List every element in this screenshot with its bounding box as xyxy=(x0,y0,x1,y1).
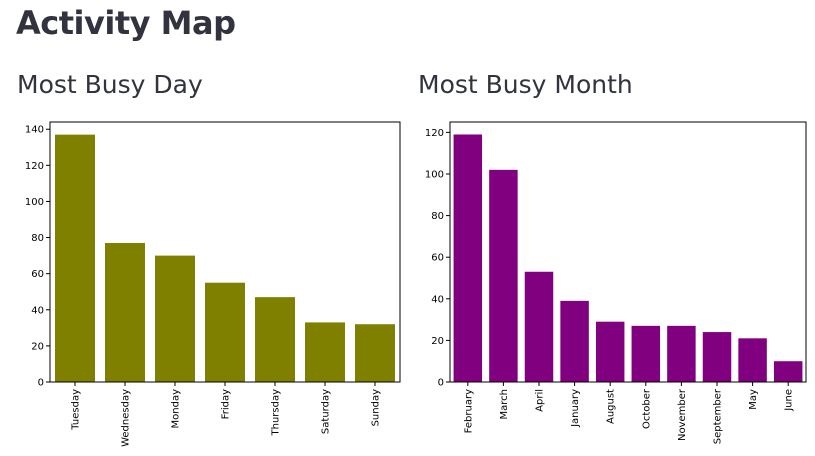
month-bar-november xyxy=(667,325,696,382)
month-x-tick-label: August xyxy=(606,389,617,424)
month-y-tick-label: 0 xyxy=(438,378,444,389)
month-x-tick-label: October xyxy=(641,388,652,429)
month-x-tick-label: June xyxy=(784,389,795,412)
month-bar-april xyxy=(524,271,554,382)
day-bar-sunday xyxy=(355,324,395,382)
busy-month-heading: Most Busy Month xyxy=(418,70,633,99)
day-x-tick-label: Wednesday xyxy=(121,389,132,447)
day-y-tick-label: 60 xyxy=(31,269,44,280)
month-x-tick-label: April xyxy=(535,389,546,412)
month-x-tick-label: March xyxy=(499,389,510,419)
busy-month-chart: 0 20 40 60 80 100 120 February March April January… xyxy=(425,121,807,444)
page-title: Activity Map xyxy=(16,4,236,42)
day-bar-wednesday xyxy=(105,242,145,382)
month-x-tick-label: January xyxy=(570,389,581,428)
busy-day-heading: Most Busy Day xyxy=(17,70,203,99)
month-bar-june xyxy=(773,361,803,382)
day-bar-friday xyxy=(205,282,245,382)
month-y-tick-label: 20 xyxy=(431,336,444,347)
day-x-tick-label: Sunday xyxy=(371,389,382,426)
month-x-tick-label: November xyxy=(677,388,688,441)
month-x-tick-label: September xyxy=(713,388,724,444)
day-x-tick-label: Friday xyxy=(221,389,232,419)
month-y-tick-label: 80 xyxy=(431,211,444,222)
day-x-tick-label: Saturday xyxy=(321,389,332,434)
day-x-tick-label: Tuesday xyxy=(71,389,82,431)
month-y-tick-label: 100 xyxy=(425,170,444,181)
month-y-tick-label: 40 xyxy=(431,294,444,305)
month-x-tick-label: February xyxy=(463,389,474,433)
day-y-tick-label: 40 xyxy=(31,305,44,316)
month-bar-august xyxy=(595,321,625,382)
month-x-tick-label: May xyxy=(748,389,759,410)
day-y-tick-label: 100 xyxy=(25,197,44,208)
day-bar-tuesday xyxy=(55,134,95,382)
busy-day-chart: 0 20 40 60 80 100 120 140 Tuesday Wednesday Monday… xyxy=(25,121,401,447)
day-bar-thursday xyxy=(255,297,295,382)
month-bar-september xyxy=(702,332,732,382)
month-bar-october xyxy=(631,325,661,382)
day-y-tick-label: 80 xyxy=(31,233,44,244)
day-y-tick-label: 20 xyxy=(31,341,44,352)
month-bar-january xyxy=(560,300,589,382)
day-bar-saturday xyxy=(305,322,345,382)
day-x-tick-label: Thursday xyxy=(271,389,282,437)
month-bar-march xyxy=(489,169,518,382)
day-y-tick-label: 120 xyxy=(25,161,44,172)
month-bar-may xyxy=(738,338,767,382)
day-y-tick-label: 140 xyxy=(25,125,44,136)
day-y-tick-label: 0 xyxy=(38,378,44,389)
day-x-tick-label: Monday xyxy=(171,389,182,429)
month-bar-february xyxy=(453,134,483,382)
month-y-tick-label: 120 xyxy=(425,128,444,139)
day-bar-monday xyxy=(155,255,195,382)
month-axes-frame xyxy=(449,121,807,383)
month-y-tick-label: 60 xyxy=(431,253,444,264)
